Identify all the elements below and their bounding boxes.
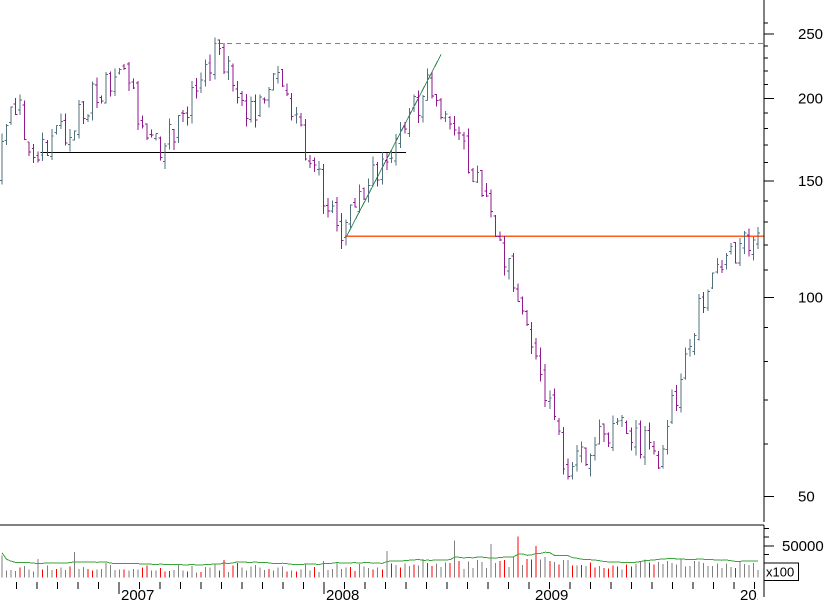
svg-text:x100: x100 bbox=[766, 564, 794, 579]
svg-text:150: 150 bbox=[798, 173, 823, 190]
svg-text:2010: 2010 bbox=[740, 587, 773, 604]
svg-text:200: 200 bbox=[798, 90, 823, 107]
svg-text:2009: 2009 bbox=[535, 587, 568, 604]
svg-text:2008: 2008 bbox=[326, 587, 359, 604]
svg-text:2007: 2007 bbox=[121, 587, 154, 604]
svg-text:100: 100 bbox=[798, 289, 823, 306]
svg-text:50: 50 bbox=[798, 489, 815, 506]
svg-text:250: 250 bbox=[798, 26, 823, 43]
svg-text:50000: 50000 bbox=[782, 538, 824, 555]
